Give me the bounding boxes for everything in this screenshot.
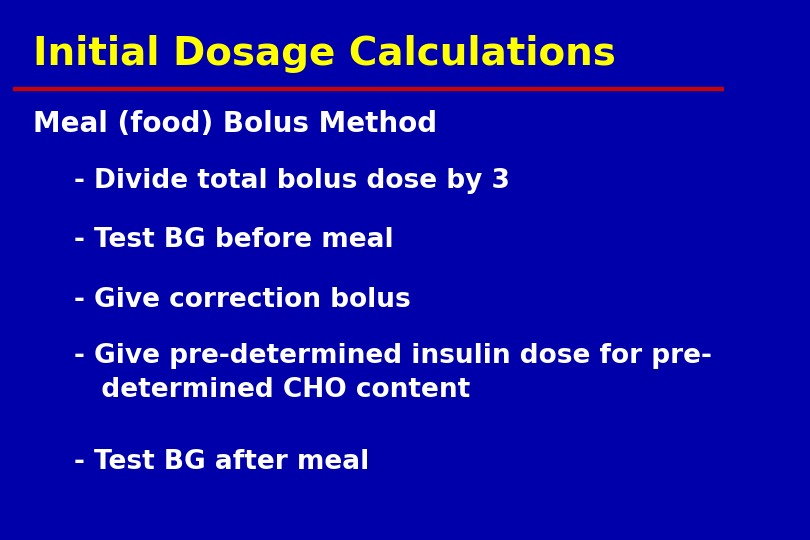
- Text: - Give pre-determined insulin dose for pre-
   determined CHO content: - Give pre-determined insulin dose for p…: [74, 342, 712, 403]
- Text: - Give correction bolus: - Give correction bolus: [74, 287, 411, 313]
- Text: - Test BG before meal: - Test BG before meal: [74, 227, 394, 253]
- Text: Meal (food) Bolus Method: Meal (food) Bolus Method: [33, 110, 437, 138]
- Text: - Test BG after meal: - Test BG after meal: [74, 449, 369, 475]
- Text: - Divide total bolus dose by 3: - Divide total bolus dose by 3: [74, 168, 509, 194]
- Text: Initial Dosage Calculations: Initial Dosage Calculations: [33, 35, 616, 73]
